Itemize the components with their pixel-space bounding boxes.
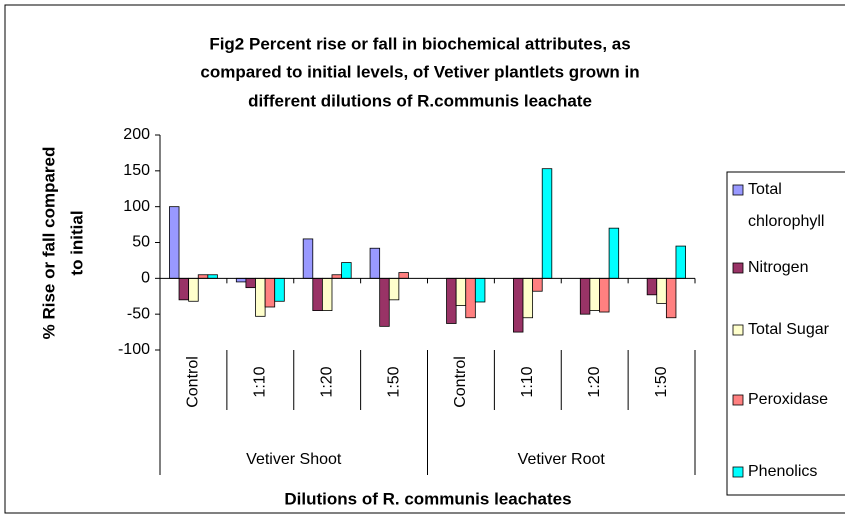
bar — [675, 245, 686, 279]
bar — [255, 277, 266, 317]
bar — [235, 277, 247, 283]
bar — [331, 274, 342, 279]
legend-label: Total Sugar — [748, 321, 830, 338]
bar — [579, 277, 591, 315]
bar — [321, 277, 333, 311]
legend-swatch — [732, 184, 744, 196]
bar — [188, 277, 199, 302]
bar — [656, 277, 667, 304]
legend-label: Total chlorophyll — [748, 181, 824, 230]
legend-swatch — [732, 262, 744, 274]
bar — [608, 227, 620, 279]
x-tick-label: 1:50 — [385, 366, 402, 397]
x-tick-label: Control — [452, 356, 469, 408]
x-axis-title: Dilutions of R. communis leachates — [284, 489, 571, 508]
y-axis-title: % Rise or fall compared — [39, 147, 58, 340]
bar — [522, 277, 534, 319]
bar — [312, 277, 323, 311]
y-tick-label: 0 — [141, 270, 150, 287]
bar — [169, 206, 180, 279]
chart-title: compared to initial levels, of Vetiver p… — [200, 62, 639, 81]
bar — [398, 272, 409, 279]
bar — [245, 277, 256, 289]
x-tick-label: 1:20 — [586, 366, 603, 397]
bar — [369, 247, 381, 279]
bar — [274, 277, 285, 302]
bar — [646, 277, 658, 296]
legend-label: Nitrogen — [748, 259, 808, 276]
y-tick-label: 100 — [123, 198, 150, 215]
legend-box — [726, 171, 845, 496]
bar — [264, 277, 276, 308]
bar — [302, 238, 314, 279]
bar — [599, 277, 610, 313]
y-tick-label: -100 — [118, 341, 150, 358]
x-tick-label: 1:50 — [653, 366, 670, 397]
legend-swatch — [732, 466, 744, 478]
chart-border — [4, 4, 845, 514]
bar — [207, 274, 218, 279]
legend-label: Phenolics — [748, 463, 817, 480]
bar — [465, 277, 476, 319]
bar — [513, 277, 524, 333]
y-tick-label: 50 — [132, 234, 150, 251]
bar — [532, 277, 543, 292]
bar — [178, 277, 190, 301]
bar — [455, 277, 467, 306]
legend-swatch — [732, 394, 744, 406]
x-tick-label: 1:10 — [519, 366, 536, 397]
group-label: Vetiver Shoot — [246, 451, 342, 468]
bar — [446, 277, 457, 324]
bar — [197, 274, 209, 279]
bar — [665, 277, 677, 319]
chart-title: Fig2 Percent rise or fall in biochemical… — [209, 34, 630, 53]
legend-label: Peroxidase — [748, 391, 828, 408]
bar — [589, 277, 600, 311]
y-axis-title: to initial — [67, 210, 86, 275]
bar — [388, 277, 400, 301]
y-tick-label: -50 — [127, 305, 150, 322]
y-tick-label: 200 — [123, 126, 150, 143]
chart-title: different dilutions of R.communis leacha… — [248, 91, 592, 110]
group-label: Vetiver Root — [518, 451, 606, 468]
x-tick-label: 1:10 — [252, 366, 269, 397]
bar — [541, 168, 553, 279]
bar — [341, 262, 352, 279]
legend-swatch — [732, 324, 744, 336]
y-tick-label: 150 — [123, 162, 150, 179]
bar — [474, 277, 486, 303]
bar — [379, 277, 390, 327]
x-tick-label: Control — [185, 356, 202, 408]
x-tick-label: 1:20 — [318, 366, 335, 397]
